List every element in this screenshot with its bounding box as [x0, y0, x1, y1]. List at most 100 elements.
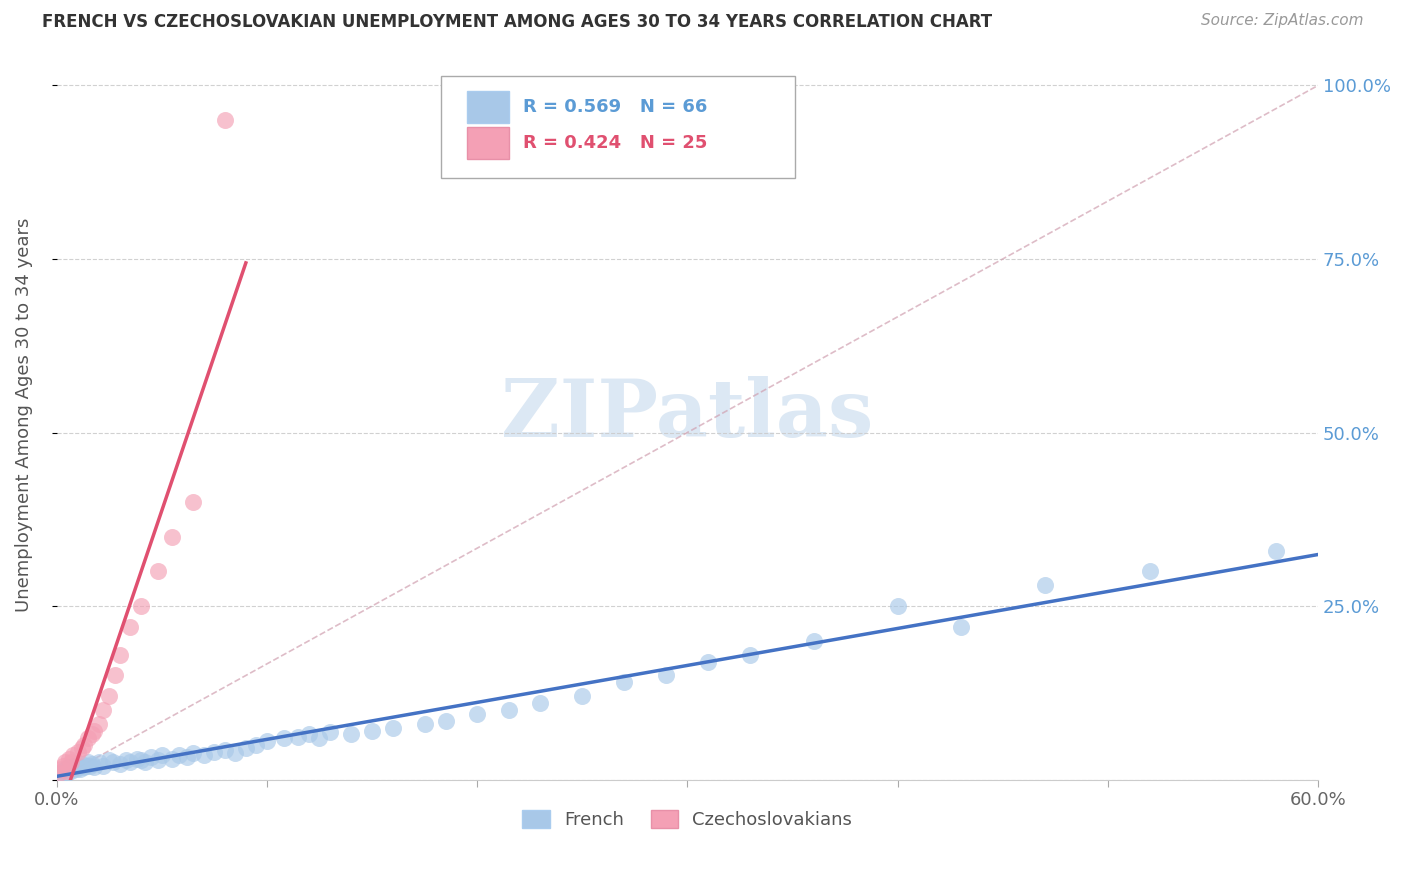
Point	[62, 748, 84, 763]
Y-axis label: Unemployment Among Ages 30 to 34 years: Unemployment Among Ages 30 to 34 years	[15, 218, 32, 612]
Point	[83, 724, 105, 739]
FancyBboxPatch shape	[441, 76, 794, 178]
Point	[62, 758, 84, 772]
Point	[91, 758, 114, 772]
Point	[49, 762, 72, 776]
Point	[167, 748, 190, 763]
Point	[1265, 543, 1288, 558]
Point	[79, 758, 101, 772]
Point	[104, 668, 127, 682]
Point	[120, 620, 142, 634]
Point	[73, 760, 96, 774]
Point	[181, 746, 204, 760]
Point	[82, 727, 104, 741]
Point	[949, 620, 972, 634]
Point	[465, 706, 488, 721]
Point	[66, 745, 89, 759]
Point	[134, 756, 156, 770]
Point	[1139, 565, 1161, 579]
Point	[886, 599, 908, 613]
Point	[125, 752, 148, 766]
Point	[48, 765, 70, 780]
Point	[150, 748, 173, 763]
Point	[70, 741, 93, 756]
Point	[162, 752, 184, 766]
Point	[75, 758, 97, 772]
Point	[120, 756, 142, 770]
Point	[70, 757, 93, 772]
Point	[803, 633, 825, 648]
Point	[69, 762, 91, 776]
Point	[60, 756, 83, 770]
Point	[52, 764, 75, 779]
Point	[66, 760, 89, 774]
Point	[162, 530, 184, 544]
Point	[340, 727, 363, 741]
Point	[202, 745, 225, 759]
Point	[77, 731, 100, 745]
Point	[73, 738, 96, 752]
Point	[58, 760, 80, 774]
Point	[181, 495, 204, 509]
Point	[129, 599, 152, 613]
Text: ZIPatlas: ZIPatlas	[502, 376, 873, 454]
Point	[108, 757, 131, 772]
Point	[87, 717, 110, 731]
Point	[82, 757, 104, 772]
Point	[108, 648, 131, 662]
Point	[146, 753, 169, 767]
Point	[413, 717, 436, 731]
Point	[256, 734, 278, 748]
Point	[146, 565, 169, 579]
Point	[49, 767, 72, 781]
Point	[298, 727, 321, 741]
Point	[83, 760, 105, 774]
Text: R = 0.424   N = 25: R = 0.424 N = 25	[523, 135, 707, 153]
Point	[361, 724, 384, 739]
Point	[498, 703, 520, 717]
Point	[214, 113, 236, 128]
Point	[613, 675, 636, 690]
Point	[382, 721, 405, 735]
Point	[434, 714, 457, 728]
Point	[53, 756, 76, 770]
Point	[571, 690, 593, 704]
Point	[697, 655, 720, 669]
Point	[56, 764, 79, 779]
Point	[53, 762, 76, 776]
Point	[1033, 578, 1056, 592]
Point	[655, 668, 678, 682]
FancyBboxPatch shape	[467, 91, 509, 123]
Point	[308, 731, 330, 745]
Point	[103, 756, 125, 770]
Point	[214, 743, 236, 757]
Point	[91, 703, 114, 717]
Point	[48, 765, 70, 780]
Point	[224, 746, 246, 760]
Point	[52, 758, 75, 772]
Point	[58, 752, 80, 766]
FancyBboxPatch shape	[467, 128, 509, 160]
Point	[141, 750, 163, 764]
Point	[77, 756, 100, 770]
Point	[98, 690, 121, 704]
Point	[56, 765, 79, 780]
Point	[65, 762, 87, 776]
Text: FRENCH VS CZECHOSLOVAKIAN UNEMPLOYMENT AMONG AGES 30 TO 34 YEARS CORRELATION CHA: FRENCH VS CZECHOSLOVAKIAN UNEMPLOYMENT A…	[42, 13, 993, 31]
Point	[129, 753, 152, 767]
Point	[287, 730, 309, 744]
Point	[176, 750, 198, 764]
Point	[319, 725, 342, 739]
Point	[193, 748, 215, 763]
Point	[529, 696, 551, 710]
Point	[235, 741, 257, 756]
Point	[740, 648, 762, 662]
Point	[60, 764, 83, 779]
Point	[245, 738, 267, 752]
Point	[98, 753, 121, 767]
Point	[115, 753, 138, 767]
Point	[273, 731, 295, 745]
Text: Source: ZipAtlas.com: Source: ZipAtlas.com	[1201, 13, 1364, 29]
Point	[87, 756, 110, 770]
Legend: French, Czechoslovakians: French, Czechoslovakians	[515, 803, 859, 836]
